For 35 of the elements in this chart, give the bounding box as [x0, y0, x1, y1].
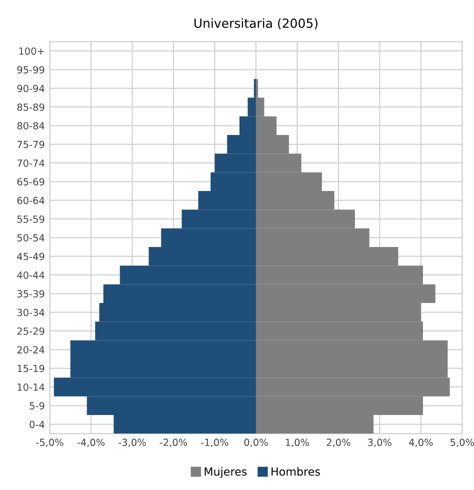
x-tick-label: 2,0% — [326, 438, 350, 448]
x-tick-label: 0,0% — [244, 438, 268, 448]
y-tick-label: 35-39 — [17, 290, 44, 298]
y-tick-label: 65-69 — [17, 178, 44, 186]
y-tick-label: 60-64 — [17, 196, 44, 204]
y-tick-label: 0-4 — [30, 420, 44, 428]
y-tick-label: 20-24 — [17, 346, 44, 354]
y-tick-label: 25-29 — [17, 327, 44, 335]
y-tick-label: 90-94 — [17, 84, 44, 92]
x-tick-label: 4,0% — [409, 438, 433, 448]
y-tick-label: 100+ — [19, 47, 44, 55]
x-tick-label: -3,0% — [118, 438, 146, 448]
x-tick-label: -2,0% — [160, 438, 188, 448]
y-tick-label: 5-9 — [30, 402, 44, 410]
x-tick-label: 1,0% — [286, 438, 310, 448]
x-tick-label: -5,0% — [36, 438, 64, 448]
y-tick-label: 50-54 — [17, 234, 44, 242]
x-tick-label: -1,0% — [201, 438, 228, 448]
legend-label: Hombres — [272, 467, 320, 476]
y-tick-label: 55-59 — [17, 215, 44, 223]
y-tick-label: 95-99 — [17, 66, 44, 74]
y-tick-label: 10-14 — [18, 383, 44, 391]
chart-title: Universitaria (2005) — [194, 18, 318, 30]
y-tick-label: 45-49 — [17, 252, 44, 260]
x-tick-label: 5,0% — [450, 438, 474, 448]
y-tick-label: 85-89 — [17, 103, 44, 111]
x-tick-label: 3,0% — [368, 438, 392, 448]
y-tick-label: 80-84 — [17, 122, 44, 130]
y-tick-label: 70-74 — [17, 159, 44, 167]
y-tick-label: 30-34 — [17, 308, 44, 316]
x-tick-label: -4,0% — [77, 438, 105, 448]
y-tick-label: 75-79 — [17, 140, 44, 148]
y-tick-label: 15-19 — [18, 364, 44, 372]
y-tick-label: 40-44 — [17, 271, 44, 279]
legend-label: Mujeres — [204, 467, 247, 478]
